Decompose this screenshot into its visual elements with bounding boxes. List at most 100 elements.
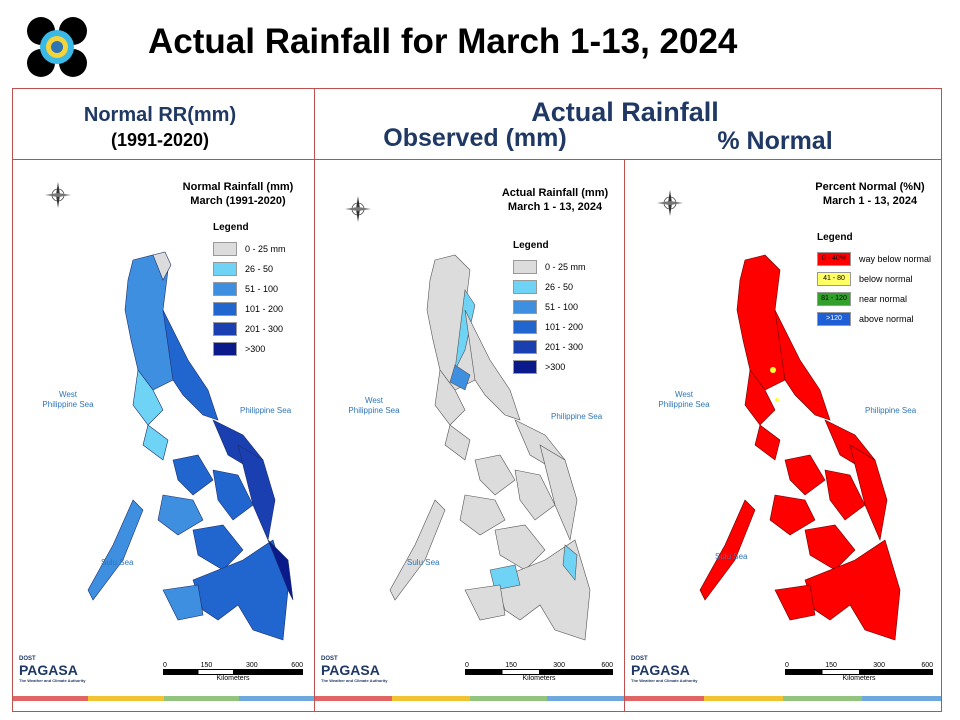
legend-label: 101 - 200 (245, 304, 284, 314)
legend-swatch (513, 260, 537, 274)
scale-tick: 150 (505, 662, 517, 669)
scale-tick: 0 (465, 662, 469, 669)
legend-item: 201 - 300 (513, 337, 586, 357)
logo-text: PAGASA (19, 662, 78, 678)
legend-item: 81 - 120 near normal (817, 289, 931, 309)
scale-unit: Kilometers (216, 675, 250, 682)
west-philippine-sea-label: West Philippine Sea (649, 390, 719, 410)
legend-label: 101 - 200 (545, 322, 584, 332)
legend-swatch: >120 (817, 312, 851, 326)
percent-normal-map-panel: Percent Normal (%N) March 1 - 13, 2024 L… (625, 160, 941, 711)
legend-swatch (513, 280, 537, 294)
legend-swatch (513, 360, 537, 374)
legend-label: 51 - 100 (245, 284, 279, 294)
legend-item: 101 - 200 (513, 317, 586, 337)
legend: Legend 0 - 25 mm 26 - 50 51 - 100 101 - … (513, 240, 586, 377)
logo-brand: DOST (631, 656, 648, 662)
legend-item: 26 - 50 (513, 277, 586, 297)
observed-header: Observed (mm) (383, 124, 567, 152)
sea-label-line: Philippine Sea (42, 400, 94, 409)
logo-tagline: The Weather and Climate Authority (631, 678, 698, 683)
legend-swatch (213, 262, 237, 276)
legend-label: way below normal (859, 254, 932, 264)
legend: Legend 0 - 25 mm 26 - 50 51 - 100 101 - … (213, 222, 286, 359)
scale-tick: 150 (825, 662, 837, 669)
scale-bar: 0 150 300 600 Kilometers (785, 662, 933, 682)
philippines-map (315, 160, 624, 716)
legend-swatch (513, 300, 537, 314)
map-title-line2: March 1 - 13, 2024 (507, 201, 603, 213)
legend-swatch (213, 302, 237, 316)
philippines-map (625, 160, 941, 716)
legend-label: >300 (245, 344, 266, 354)
logo-text: PAGASA (631, 662, 690, 678)
legend-label: 26 - 50 (245, 264, 274, 274)
logo-tagline: The Weather and Climate Authority (321, 678, 388, 683)
legend-label: 0 - 25 mm (545, 262, 586, 272)
sea-label-line: West (58, 390, 78, 399)
column-divider-1 (314, 88, 315, 712)
legend-label: 51 - 100 (545, 302, 579, 312)
legend-item: 41 - 80 below normal (817, 269, 931, 289)
map-title-line2: March (1991-2020) (190, 195, 286, 207)
legend-swatch (513, 340, 537, 354)
philippine-sea-label: Philippine Sea (240, 406, 292, 415)
legend-item: >120 above normal (817, 309, 931, 329)
scale-bar: 0 150 300 600 Kilometers (163, 662, 303, 682)
logo-tagline: The Weather and Climate Authority (19, 678, 86, 683)
legend-item: 51 - 100 (213, 279, 286, 299)
legend: Legend 0 - 40% way below normal 41 - 80 be… (817, 232, 931, 329)
legend-item: >300 (513, 357, 586, 377)
pagasa-logo (24, 14, 90, 80)
normal-header-line1: Normal RR(mm) (83, 104, 237, 126)
actual-map-panel: Actual Rainfall (mm) March 1 - 13, 2024 … (315, 160, 624, 711)
scale-tick: 150 (200, 662, 213, 669)
sea-label-line: Philippine Sea (658, 400, 710, 409)
legend-item: 26 - 50 (213, 259, 286, 279)
legend-label: 201 - 300 (545, 342, 584, 352)
scale-tick: 0 (163, 662, 167, 669)
legend-label: 201 - 300 (245, 324, 284, 334)
footer-color-bar (625, 696, 941, 701)
logo-text: PAGASA (321, 662, 380, 678)
scale-tick: 300 (245, 662, 258, 669)
legend-item: 0 - 40% way below normal (817, 249, 931, 269)
legend-label: near normal (859, 294, 908, 304)
west-philippine-sea-label: West Philippine Sea (339, 396, 409, 416)
header-divider (12, 159, 942, 160)
pagasa-footer-logo: DOST PAGASA The Weather and Climate Auth… (19, 656, 85, 683)
footer-color-bar (315, 696, 624, 701)
legend-swatch (513, 320, 537, 334)
legend-title: Legend (213, 222, 249, 233)
normal-map-panel: Normal Rainfall (mm) March (1991-2020) L… (13, 160, 314, 711)
map-title-line2: March 1 - 13, 2024 (822, 195, 918, 207)
sulu-sea-label: Sulu Sea (407, 558, 440, 567)
compass-rose-icon (343, 194, 373, 229)
scale-tick: 300 (553, 662, 565, 669)
legend-swatch (213, 322, 237, 336)
sea-label-line: Philippine Sea (348, 406, 400, 415)
philippines-map (13, 160, 314, 716)
pct-normal-header: % Normal (717, 127, 833, 155)
legend-swatch: 81 - 120 (817, 292, 851, 306)
scale-tick: 0 (785, 662, 789, 669)
compass-rose-icon (43, 180, 73, 215)
legend-item: 101 - 200 (213, 299, 286, 319)
west-philippine-sea-label: West Philippine Sea (33, 390, 103, 410)
legend-swatch (213, 242, 237, 256)
legend-item: >300 (213, 339, 286, 359)
logo-brand: DOST (19, 656, 36, 662)
philippine-sea-label: Philippine Sea (551, 412, 603, 421)
map-title-line1: Normal Rainfall (mm) (182, 181, 294, 193)
legend-item: 51 - 100 (513, 297, 586, 317)
legend-label: 26 - 50 (545, 282, 574, 292)
normal-header-line2: (1991-2020) (110, 130, 210, 150)
content-frame (12, 88, 942, 712)
philippine-sea-label: Philippine Sea (865, 406, 917, 415)
legend-item: 0 - 25 mm (213, 239, 286, 259)
scale-tick: 600 (291, 662, 303, 669)
column-divider-2 (624, 159, 625, 712)
legend-label: above normal (859, 314, 914, 324)
legend-item: 0 - 25 mm (513, 257, 586, 277)
legend-item: 201 - 300 (213, 319, 286, 339)
